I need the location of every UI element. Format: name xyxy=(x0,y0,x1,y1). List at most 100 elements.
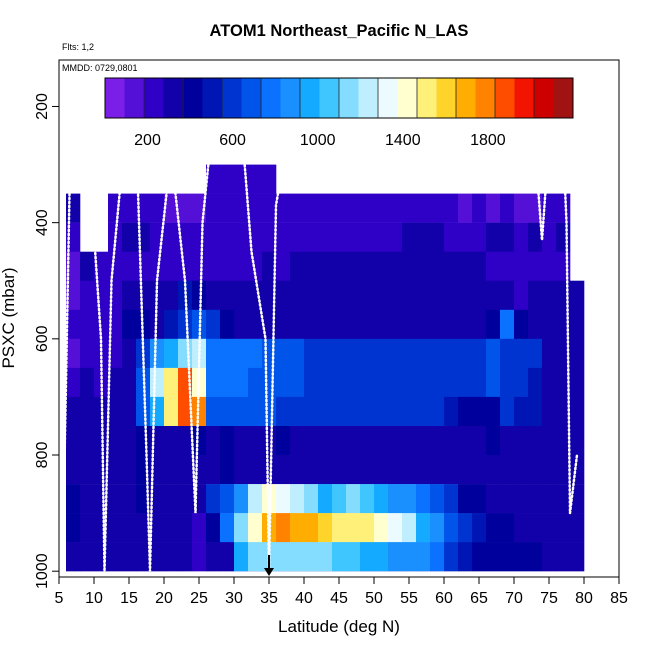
heatmap-cell xyxy=(164,396,179,427)
heatmap-cell xyxy=(276,338,291,369)
heatmap-cell xyxy=(374,426,389,456)
colorbar-swatch xyxy=(202,78,223,118)
heatmap-cell xyxy=(290,367,305,398)
heatmap-cell xyxy=(388,222,403,252)
heatmap-cell xyxy=(388,338,403,369)
heatmap-cell xyxy=(388,513,403,543)
heatmap-cell xyxy=(500,396,515,427)
heatmap-cell xyxy=(234,513,249,543)
heatmap-cell xyxy=(542,280,557,310)
heatmap-cell xyxy=(472,251,487,281)
heatmap-cell xyxy=(332,309,347,340)
heatmap-cell xyxy=(276,367,291,398)
colorbar-tick-label: 1800 xyxy=(470,132,506,149)
heatmap-cell xyxy=(444,193,459,223)
heatmap-cell xyxy=(178,484,193,514)
heatmap-cell xyxy=(304,193,319,223)
heatmap-cell xyxy=(416,193,431,223)
heatmap-cell xyxy=(234,367,249,398)
heatmap-cell xyxy=(150,367,165,398)
heatmap-cell xyxy=(318,542,333,572)
heatmap-cell xyxy=(514,484,529,514)
heatmap-cell xyxy=(332,455,347,485)
heatmap-cell xyxy=(472,396,487,427)
heatmap-cell xyxy=(94,455,109,485)
heatmap-cell xyxy=(500,513,515,543)
heatmap-cell xyxy=(570,338,585,369)
heatmap-cell xyxy=(164,513,179,543)
heatmap-cell xyxy=(486,251,501,281)
heatmap-cell xyxy=(374,542,389,572)
heatmap-cell xyxy=(514,542,529,572)
heatmap-cell xyxy=(290,280,305,310)
heatmap-cell xyxy=(318,455,333,485)
x-tick-label: 20 xyxy=(155,590,173,607)
heatmap-cell xyxy=(304,513,319,543)
heatmap-cell xyxy=(178,426,193,456)
heatmap-cell xyxy=(276,542,291,572)
heatmap-cell xyxy=(192,280,207,310)
heatmap-cell xyxy=(276,513,291,543)
heatmap-cell xyxy=(374,193,389,223)
heatmap-cell xyxy=(542,542,557,572)
heatmap-cell xyxy=(178,513,193,543)
heatmap-cell xyxy=(276,455,291,485)
heatmap-cell xyxy=(304,309,319,340)
colorbar-swatch xyxy=(124,78,145,118)
heatmap-cell xyxy=(206,396,221,427)
heatmap-cell xyxy=(346,280,361,310)
colorbar-swatch xyxy=(436,78,457,118)
heatmap-cell xyxy=(136,513,151,543)
heatmap-cell xyxy=(66,455,81,485)
heatmap-cell xyxy=(304,484,319,514)
heatmap-cell xyxy=(290,484,305,514)
heatmap-cell xyxy=(360,222,375,252)
colorbar-swatch xyxy=(319,78,340,118)
heatmap-cell xyxy=(66,484,81,514)
heatmap-cell xyxy=(570,426,585,456)
heatmap-cell xyxy=(430,338,445,369)
heatmap-cell xyxy=(514,193,529,223)
heatmap-cell xyxy=(360,309,375,340)
heatmap-cell xyxy=(332,484,347,514)
heatmap-cell xyxy=(94,396,109,427)
heatmap-cell xyxy=(220,455,235,485)
heatmap-cell xyxy=(136,542,151,572)
heatmap-cell xyxy=(332,338,347,369)
heatmap-cell xyxy=(360,455,375,485)
heatmap-cell xyxy=(150,338,165,369)
heatmap-cell xyxy=(570,396,585,427)
y-axis: 200 400 600 800 1000 xyxy=(34,93,60,589)
heatmap-cell xyxy=(178,542,193,572)
heatmap-cell xyxy=(220,426,235,456)
heatmap-cell xyxy=(360,338,375,369)
heatmap-cell xyxy=(570,513,585,543)
heatmap-cell xyxy=(444,222,459,252)
heatmap-cell xyxy=(332,426,347,456)
heatmap-cell xyxy=(514,222,529,252)
heatmap-cell xyxy=(80,484,95,514)
heatmap-cell xyxy=(318,309,333,340)
heatmap-cell xyxy=(542,222,557,252)
heatmap-cell xyxy=(430,251,445,281)
y-tick-label: 1000 xyxy=(34,553,51,589)
heatmap-cell xyxy=(206,251,221,281)
heatmap-cell xyxy=(206,484,221,514)
heatmap-cell xyxy=(150,513,165,543)
heatmap-cell xyxy=(444,484,459,514)
heatmap-cell xyxy=(472,484,487,514)
heatmap-cell xyxy=(486,367,501,398)
heatmap-cell xyxy=(402,251,417,281)
heatmap-cell xyxy=(374,513,389,543)
heatmap-cell xyxy=(486,396,501,427)
heatmap-cell xyxy=(374,280,389,310)
heatmap-cell xyxy=(178,193,193,223)
heatmap-cell xyxy=(108,542,123,572)
heatmap-cell xyxy=(234,309,249,340)
heatmap-cell xyxy=(458,426,473,456)
heatmap-cell xyxy=(206,455,221,485)
heatmap-cell xyxy=(486,338,501,369)
colorbar-swatch xyxy=(261,78,281,118)
heatmap-cell xyxy=(500,251,515,281)
